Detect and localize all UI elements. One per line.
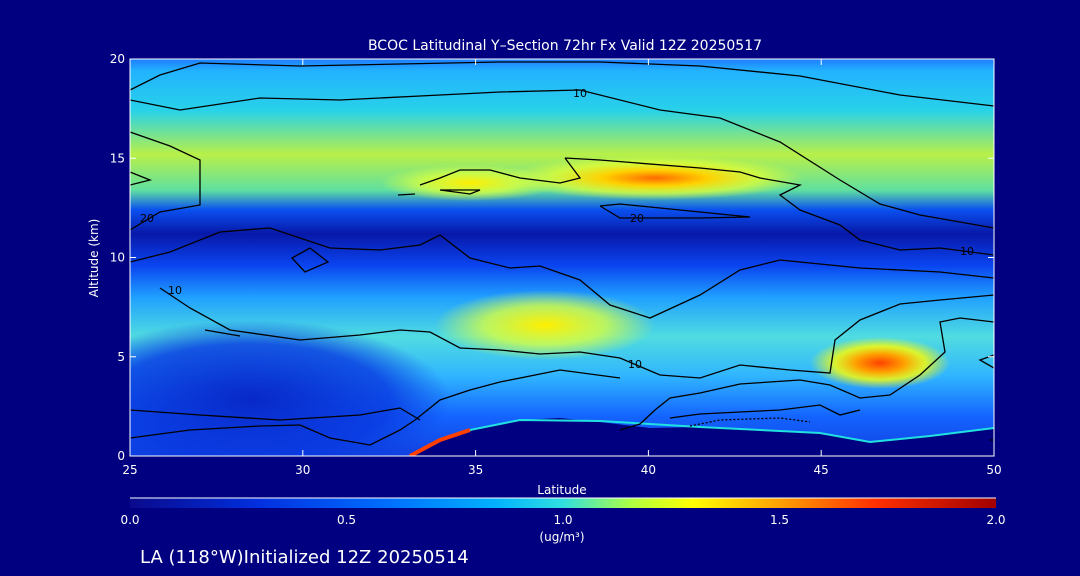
hotspot-right [810,337,950,389]
heatmap-field [130,59,994,456]
contour-labels: 10 20 20 10 10 10 [140,87,974,371]
colorbar-unit: (ug/m³) [539,530,584,544]
x-axis: 25 30 35 40 45 50 [122,59,1002,477]
y-axis-label: Altitude (km) [87,219,101,298]
x-tick-label: 45 [814,463,829,477]
colorbar-tick-label: 1.5 [770,513,789,527]
contour-label: 10 [628,358,642,371]
x-tick-label: 30 [295,463,310,477]
y-tick-label: 0 [117,449,125,463]
contour-label: 10 [168,284,182,297]
chart-title: BCOC Latitudinal Y–Section 72hr Fx Valid… [368,38,762,54]
contour-label: 10 [573,87,587,100]
contour-label: 20 [140,212,154,225]
colorbar-ticks: 0.0 0.5 1.0 1.5 2.0 [120,513,1005,527]
y-tick-label: 20 [110,52,125,66]
colorbar-tick-label: 0.0 [120,513,139,527]
y-tick-label: 10 [110,251,125,265]
colorbar-tick-label: 2.0 [986,513,1005,527]
hotspot-upper [505,156,805,200]
footer-text: LA (118°W)Initialized 12Z 20250514 [140,547,469,568]
terrain [410,418,994,456]
y-tick-label: 5 [117,350,125,364]
contour-lines [130,61,994,446]
y-axis: 0 5 10 15 20 [110,52,994,463]
colorbar-tick-label: 1.0 [553,513,572,527]
x-axis-label: Latitude [537,483,586,497]
contour-label: 20 [630,212,644,225]
x-tick-label: 35 [468,463,483,477]
colorbar [130,498,996,508]
x-tick-label: 50 [986,463,1001,477]
contour-label: 10 [960,245,974,258]
hotspot-mid [435,290,655,360]
x-tick-label: 40 [641,463,656,477]
x-tick-label: 25 [122,463,137,477]
colorbar-tick-label: 0.5 [337,513,356,527]
y-tick-label: 15 [110,151,125,165]
